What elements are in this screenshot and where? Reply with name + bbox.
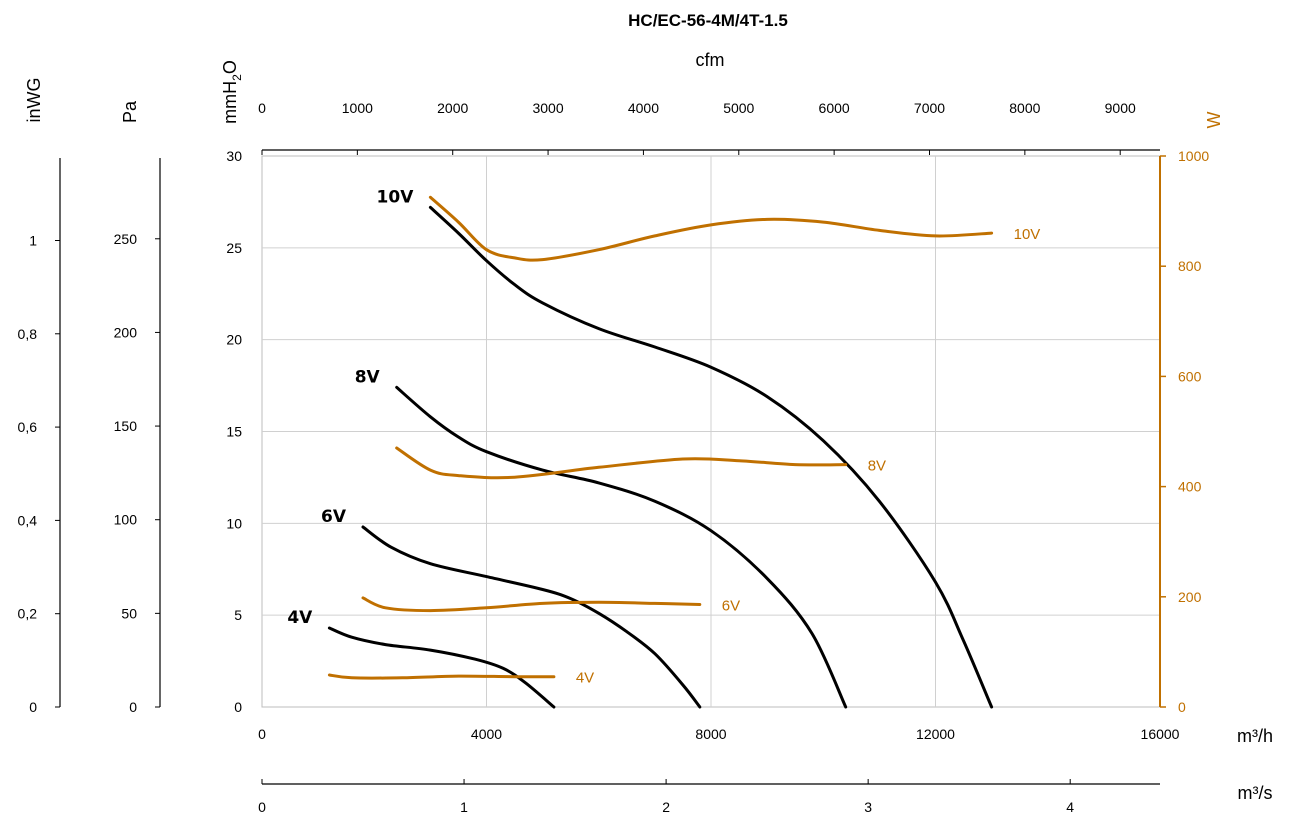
m3h-tick-label: 4000 <box>471 726 502 742</box>
inwg-tick-label: 0 <box>29 699 37 715</box>
m3h-tick-label: 16000 <box>1141 726 1180 742</box>
m3s-tick-label: 0 <box>258 799 266 815</box>
m3s-tick-label: 1 <box>460 799 468 815</box>
cfm-tick-label: 8000 <box>1009 100 1040 116</box>
cfm-tick-label: 7000 <box>914 100 945 116</box>
mmh2o-axis-unit: mmH2O <box>220 60 244 124</box>
pressure-label-4V: 4V <box>287 608 313 628</box>
cfm-tick-label: 4000 <box>628 100 659 116</box>
cfm-tick-label: 3000 <box>532 100 563 116</box>
inwg-axis-unit: inWG <box>24 78 44 123</box>
power-curve-8V <box>395 446 848 480</box>
power-label-8V: 8V <box>868 458 886 475</box>
m3h-tick-label: 12000 <box>916 726 955 742</box>
cfm-axis-unit: cfm <box>696 50 725 70</box>
power-curve-6V <box>361 596 702 613</box>
mmh2o-tick-label: 30 <box>226 148 242 164</box>
pressure-label-6V: 6V <box>321 507 347 527</box>
watt-tick-label: 400 <box>1178 479 1202 495</box>
m3s-tick-label: 4 <box>1066 799 1074 815</box>
watt-tick-label: 800 <box>1178 258 1202 274</box>
cfm-tick-label: 2000 <box>437 100 468 116</box>
inwg-tick-label: 1 <box>29 232 37 248</box>
inwg-tick-label: 0,8 <box>18 326 38 342</box>
mmh2o-tick-label: 10 <box>226 515 242 531</box>
pressure-curve-6V <box>361 525 702 709</box>
pa-tick-label: 50 <box>121 605 137 621</box>
pa-tick-label: 250 <box>114 231 138 247</box>
pressure-curves: 10V 8V 6V 4V <box>287 187 994 709</box>
cfm-tick-label: 5000 <box>723 100 754 116</box>
mmh2o-tick-label: 15 <box>226 424 242 440</box>
watt-axis-unit: W <box>1204 112 1224 129</box>
inwg-tick-label: 0,4 <box>18 512 38 528</box>
power-curve-4V <box>327 673 556 680</box>
power-curves: 10V 8V 6V 4V <box>327 195 1041 687</box>
axes <box>55 149 1166 785</box>
pressure-label-10V: 10V <box>377 187 415 207</box>
pressure-curve-10V <box>428 205 994 709</box>
watt-tick-label: 1000 <box>1178 148 1209 164</box>
power-curve-10V <box>428 195 994 262</box>
power-label-6V: 6V <box>722 598 740 615</box>
m3s-tick-label: 2 <box>662 799 670 815</box>
m3s-axis-unit: m³/s <box>1238 783 1273 803</box>
pa-axis-unit: Pa <box>120 100 140 123</box>
pa-tick-label: 0 <box>129 699 137 715</box>
pa-tick-label: 200 <box>114 324 138 340</box>
cfm-tick-label: 6000 <box>819 100 850 116</box>
watt-tick-label: 200 <box>1178 589 1202 605</box>
mmh2o-tick-label: 25 <box>226 240 242 256</box>
cfm-tick-label: 9000 <box>1105 100 1136 116</box>
pressure-label-8V: 8V <box>355 367 381 387</box>
mmh2o-tick-label: 5 <box>234 607 242 623</box>
pressure-curve-4V <box>327 626 556 709</box>
m3h-tick-label: 8000 <box>695 726 726 742</box>
mmh2o-tick-label: 0 <box>234 699 242 715</box>
pa-tick-label: 100 <box>114 512 138 528</box>
power-label-4V: 4V <box>576 670 594 687</box>
watt-tick-label: 600 <box>1178 368 1202 384</box>
pressure-curve-8V <box>395 385 848 709</box>
watt-tick-label: 0 <box>1178 699 1186 715</box>
power-label-10V: 10V <box>1014 226 1041 243</box>
cfm-tick-label: 1000 <box>342 100 373 116</box>
cfm-tick-label: 0 <box>258 100 266 116</box>
inwg-tick-label: 0,6 <box>18 419 38 435</box>
mmh2o-tick-label: 20 <box>226 332 242 348</box>
plot-grid <box>261 155 1161 708</box>
inwg-tick-label: 0,2 <box>18 606 38 622</box>
m3h-tick-label: 0 <box>258 726 266 742</box>
chart-title: HC/EC-56-4M/4T-1.5 <box>628 11 788 30</box>
m3s-tick-label: 3 <box>864 799 872 815</box>
m3h-axis-unit: m³/h <box>1237 726 1273 746</box>
pa-tick-label: 150 <box>114 418 138 434</box>
